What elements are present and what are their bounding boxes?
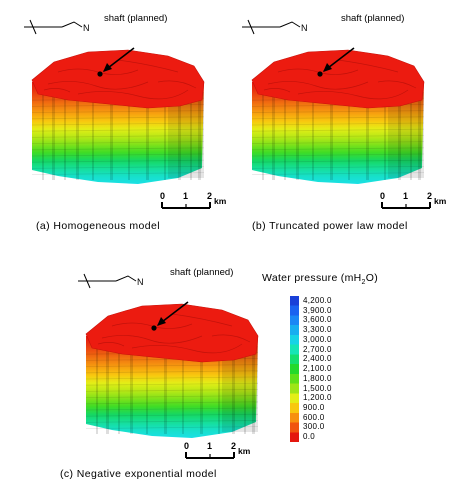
legend-value-label: 0.0 [303,432,316,442]
svg-text:2: 2 [207,191,212,201]
legend-value-label: 3,000.0 [303,334,332,344]
block-drawing [31,47,205,184]
legend-title: Water pressure (mH2O) [262,272,378,287]
legend-value-label: 2,100.0 [303,364,332,373]
legend-value-label: 3,900.0 [303,305,332,315]
svg-text:shaft (planned): shaft (planned) [341,13,404,24]
svg-text:1: 1 [183,191,188,201]
block-model-3d [18,42,208,192]
svg-text:1: 1 [403,191,408,201]
legend-value-label: 1,500.0 [303,383,332,393]
legend-value-label: 1,800.0 [303,373,332,383]
block-model-3d [72,296,262,446]
scale-bar: 0 1 2 km [184,441,251,459]
legend-value-label: 600.0 [303,412,325,422]
shaft-label: shaft (planned) [104,13,167,24]
shaft-label: shaft (planned) [170,267,233,278]
legend-color-bar [290,296,299,442]
legend-value-label: 300.0 [303,422,325,432]
color-legend: 4,200.0 3,900.0 3,600.0 3,300.0 3,000.0 2,700… [290,296,360,442]
north-label: N [83,23,90,33]
legend-value-label: 900.0 [303,402,325,412]
north-arrow: N [78,273,144,289]
legend-value-label: 4,200.0 [303,295,332,305]
block-model-3d [238,42,428,192]
svg-text:2: 2 [231,441,236,451]
legend-value-label: 2,700.0 [303,344,332,354]
shaft-label: shaft (planned) [341,13,404,24]
scale-bar: 0 1 2 km [380,191,447,209]
svg-text:0: 0 [184,441,189,451]
block-drawing [85,301,259,438]
legend-value-label: 2,400.0 [303,354,332,364]
svg-text:2: 2 [427,191,432,201]
north-arrow: N [242,19,308,35]
legend-value-label: 3,300.0 [303,325,332,335]
svg-text:0: 0 [380,191,385,201]
svg-text:1: 1 [207,441,212,451]
svg-text:shaft (planned): shaft (planned) [104,13,167,24]
legend-value-label: 1,200.0 [303,393,332,403]
north-label: N [301,23,308,33]
legend-value-label: 3,600.0 [303,315,332,325]
svg-text:shaft (planned): shaft (planned) [170,267,233,278]
north-label: N [137,277,144,287]
scale-bar: 0 1 2 km [160,191,227,209]
svg-text:km: km [238,446,251,456]
panel-caption: (c) Negative exponential model [60,468,217,480]
north-arrow: N [24,19,90,35]
legend-labels: 4,200.0 3,900.0 3,600.0 3,300.0 3,000.0 2,700… [303,296,361,442]
block-drawing [251,47,425,184]
svg-text:0: 0 [160,191,165,201]
svg-text:km: km [214,196,227,206]
panel-caption: (a) Homogeneous model [36,220,160,232]
svg-text:km: km [434,196,447,206]
panel-caption: (b) Truncated power law model [252,220,408,232]
